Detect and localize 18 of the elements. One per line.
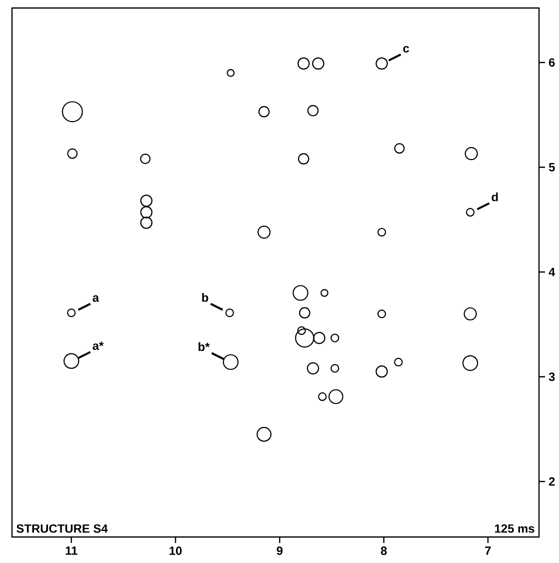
annotation: a* <box>92 342 104 350</box>
x-tick-label: 10 <box>170 546 182 555</box>
x-tick-label: 7 <box>485 546 491 555</box>
x-tick-label: 8 <box>380 546 387 555</box>
y-tick-label: 5 <box>548 163 555 172</box>
annotation: 125 ms <box>495 524 534 533</box>
annotation: b <box>202 293 208 302</box>
annotation: a <box>92 295 100 302</box>
x-tick-label: 11 <box>66 546 78 555</box>
y-tick-label: 4 <box>548 268 556 276</box>
y-tick-label: 6 <box>548 58 555 67</box>
x-tick-label: 9 <box>276 546 283 555</box>
y-tick-label: 3 <box>548 372 555 381</box>
annotation: d <box>492 192 498 202</box>
annotation: b* <box>198 342 210 352</box>
annotation: STRUCTURE S4 <box>16 524 108 533</box>
annotation: c <box>403 46 410 53</box>
y-tick-label: 2 <box>548 477 555 486</box>
